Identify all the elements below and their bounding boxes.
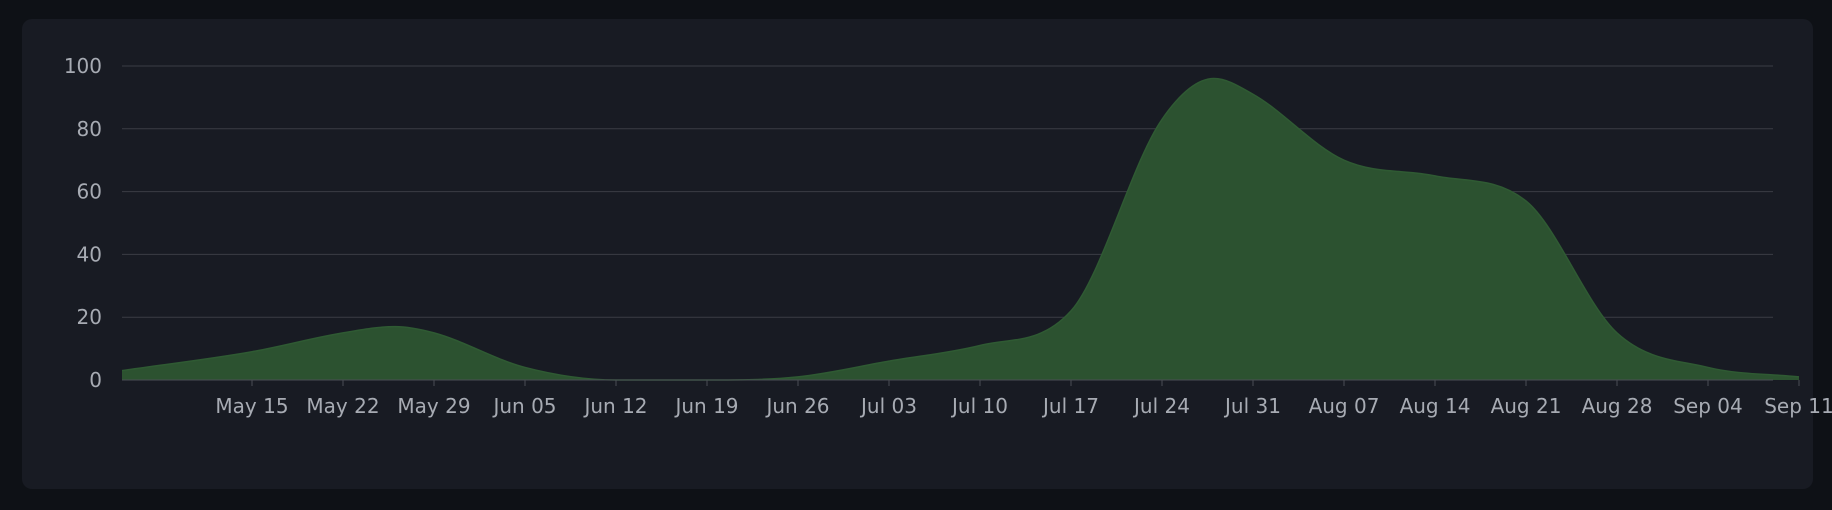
x-tick-label-14: Aug 21 [1491, 394, 1562, 418]
x-tick-label-3: Jun 05 [491, 394, 556, 418]
y-tick-label-60: 60 [77, 180, 102, 204]
y-tick-label-0: 0 [89, 368, 102, 392]
y-tick-label-40: 40 [77, 242, 102, 266]
x-tick-label-1: May 22 [306, 394, 379, 418]
area-fill [122, 78, 1799, 380]
y-tick-label-20: 20 [77, 305, 102, 329]
area-series [121, 77, 1800, 381]
x-tick-label-7: Jul 03 [859, 394, 917, 418]
tick-labels: 0 20 40 60 80 100 May 15 May 22 May 29 Jun 05 Jun … [64, 54, 1832, 418]
x-tick-label-4: Jun 12 [582, 394, 647, 418]
x-tick-label-16: Sep 04 [1673, 394, 1743, 418]
y-tick-label-100: 100 [64, 54, 102, 78]
x-tick-label-8: Jul 10 [950, 394, 1008, 418]
x-tick-label-15: Aug 28 [1582, 394, 1653, 418]
x-tick-label-6: Jun 26 [764, 394, 829, 418]
x-tick-label-0: May 15 [215, 394, 288, 418]
x-tick-label-17: Sep 11 [1764, 394, 1832, 418]
x-tick-label-2: May 29 [397, 394, 470, 418]
axes [122, 379, 1800, 386]
area-line [121, 77, 1800, 381]
x-tick-label-9: Jul 17 [1041, 394, 1099, 418]
y-tick-label-80: 80 [77, 117, 102, 141]
x-tick-label-11: Jul 31 [1223, 394, 1281, 418]
x-tick-label-5: Jun 19 [673, 394, 738, 418]
x-tick-label-12: Aug 07 [1309, 394, 1380, 418]
x-tick-label-10: Jul 24 [1132, 394, 1190, 418]
x-tick-label-13: Aug 14 [1400, 394, 1471, 418]
